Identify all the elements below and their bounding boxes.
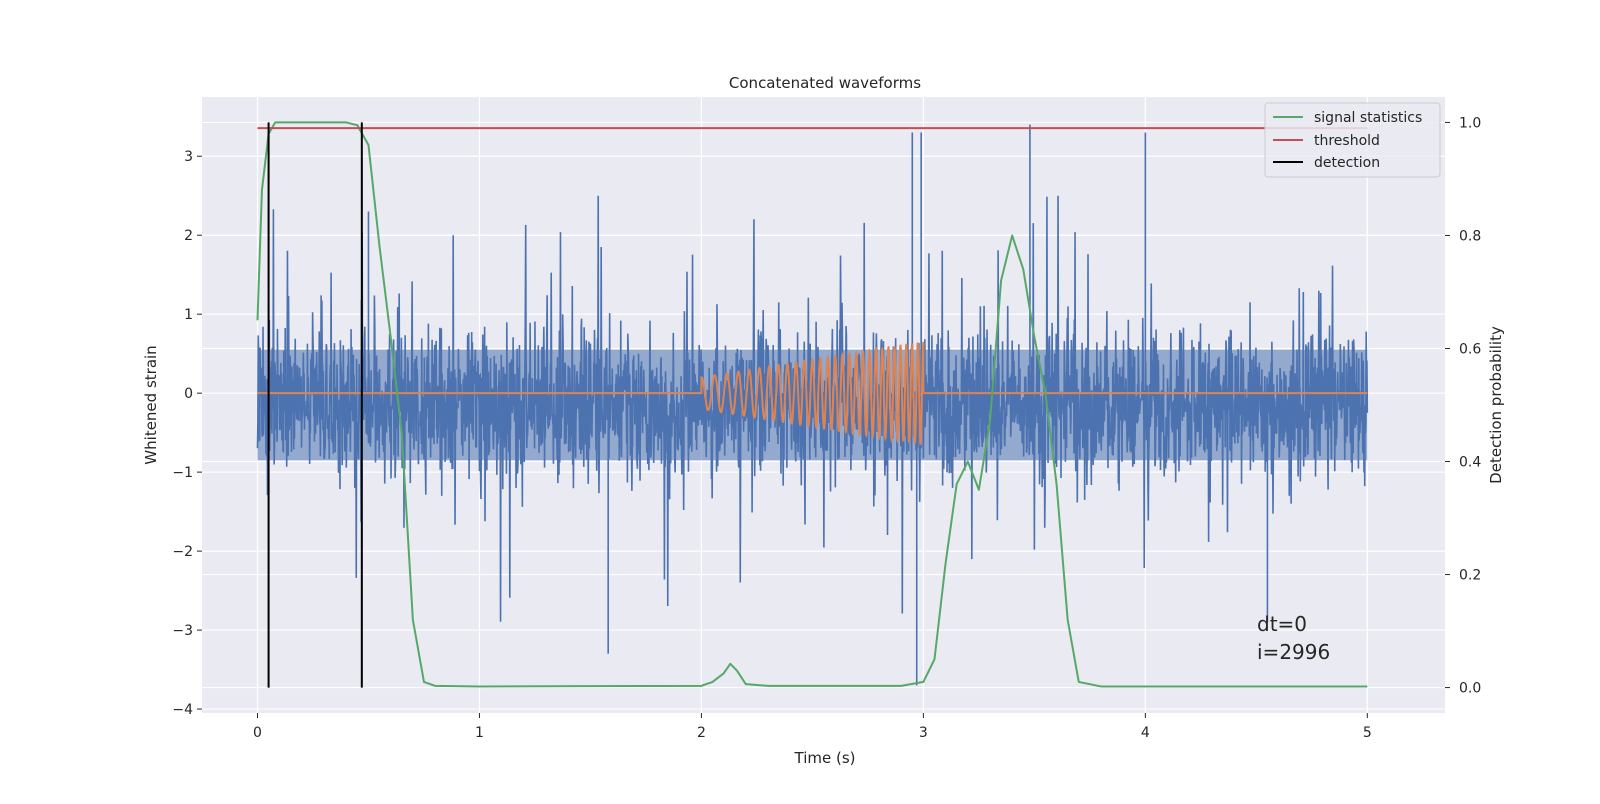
y-tick-label: 1 xyxy=(184,307,193,323)
legend-label-signal-statistics: signal statistics xyxy=(1314,110,1422,126)
legend-box xyxy=(1264,102,1441,178)
x-tick-label: 1 xyxy=(475,725,484,741)
y2-tick-label: 0.2 xyxy=(1459,568,1481,584)
y-tick-label: −2 xyxy=(172,544,193,560)
y2-axis-label: Detection probability xyxy=(1487,326,1505,484)
y-tick-label: 2 xyxy=(184,228,193,244)
y2-tick-label: 0.0 xyxy=(1459,681,1481,697)
y2-axis-ticks: 0.0 0.2 0.4 0.6 0.8 1.0 xyxy=(1445,115,1481,697)
y-axis-label: Whitened strain xyxy=(142,345,160,464)
y-tick-label: −3 xyxy=(172,623,193,639)
chart-title: Concatenated waveforms xyxy=(729,74,921,92)
series-signal-statistics-line xyxy=(256,121,1368,688)
legend-label-detection: detection xyxy=(1314,155,1380,171)
x-axis-ticks: 0 1 2 3 4 5 xyxy=(253,713,1372,741)
x-tick-label: 3 xyxy=(919,725,928,741)
x-tick-label: 4 xyxy=(1141,725,1150,741)
x-tick-label: 2 xyxy=(697,725,706,741)
y2-tick-label: 0.8 xyxy=(1459,228,1481,244)
legend: signal statistics threshold detection xyxy=(1264,102,1441,178)
annotation-dt: dt=0 xyxy=(1257,612,1307,636)
x-tick-label: 5 xyxy=(1363,725,1372,741)
series-layer xyxy=(256,121,1369,688)
y-axis-ticks: −4 −3 −2 −1 0 1 2 3 xyxy=(172,149,202,718)
y-tick-label: −1 xyxy=(172,465,193,481)
y-tick-label: 0 xyxy=(184,386,193,402)
x-tick-label: 0 xyxy=(253,725,262,741)
annotation-i: i=2996 xyxy=(1257,640,1330,664)
y2-tick-label: 0.4 xyxy=(1459,455,1481,471)
y-tick-label: −4 xyxy=(172,702,193,718)
y-tick-label: 3 xyxy=(184,149,193,165)
y2-tick-label: 0.6 xyxy=(1459,341,1481,357)
annotations: dt=0 i=2996 xyxy=(1257,612,1330,664)
right-grid xyxy=(202,121,1445,689)
series-chirp-line xyxy=(257,341,1368,446)
legend-label-threshold: threshold xyxy=(1314,133,1380,149)
y2-tick-label: 1.0 xyxy=(1459,115,1481,131)
x-axis-label: Time (s) xyxy=(794,749,856,767)
